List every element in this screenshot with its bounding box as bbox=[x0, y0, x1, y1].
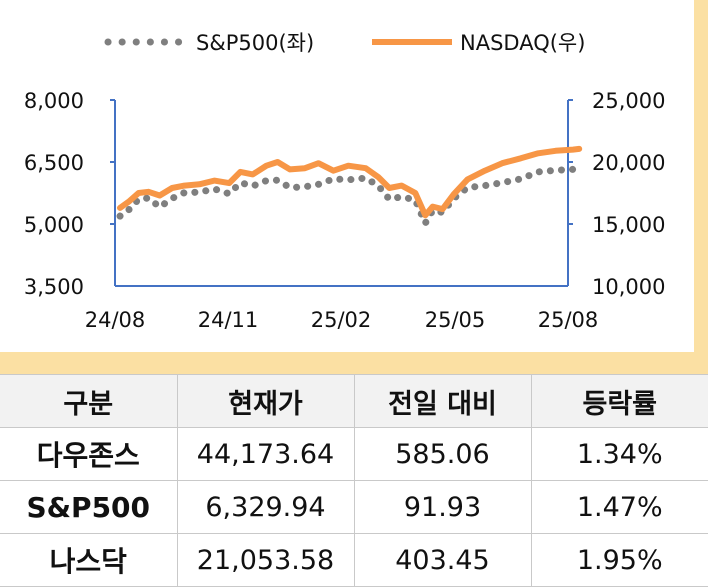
index-line-chart: S&P500(좌) NASDAQ(우) 8,000 6,500 5,000 3,… bbox=[0, 0, 708, 352]
right-axis-tick-label: 10,000 bbox=[592, 275, 665, 299]
table-row: 다우존스 44,173.64 585.06 1.34% bbox=[0, 428, 708, 481]
change-rate-cell: 1.95% bbox=[531, 534, 708, 587]
right-axis-tick-label: 15,000 bbox=[592, 213, 665, 237]
section-divider-band bbox=[0, 352, 708, 374]
right-axis-tick-label: 20,000 bbox=[592, 151, 665, 175]
x-axis-tick-label: 25/05 bbox=[425, 308, 486, 332]
chart-panel: S&P500(좌) NASDAQ(우) 8,000 6,500 5,000 3,… bbox=[0, 0, 708, 352]
right-axis: 25,000 20,000 15,000 10,000 bbox=[568, 89, 665, 299]
left-axis-tick-label: 5,000 bbox=[24, 213, 84, 237]
table-row: 나스닥 21,053.58 403.45 1.95% bbox=[0, 534, 708, 587]
x-axis: 24/08 24/11 25/02 25/05 25/08 bbox=[85, 286, 599, 332]
change-cell: 91.93 bbox=[354, 481, 531, 534]
index-quote-table: 구분 현재가 전일 대비 등락률 다우존스 44,173.64 585.06 1… bbox=[0, 374, 708, 587]
left-axis-tick-label: 6,500 bbox=[24, 151, 84, 175]
current-price-cell: 6,329.94 bbox=[177, 481, 354, 534]
index-name-cell: 나스닥 bbox=[0, 534, 177, 587]
x-axis-tick-label: 25/08 bbox=[538, 308, 599, 332]
left-axis-tick-label: 3,500 bbox=[24, 275, 84, 299]
left-axis-tick-label: 8,000 bbox=[24, 89, 84, 113]
x-axis-tick-label: 24/11 bbox=[198, 308, 259, 332]
current-price-cell: 44,173.64 bbox=[177, 428, 354, 481]
column-header: 전일 대비 bbox=[354, 375, 531, 428]
change-rate-cell: 1.47% bbox=[531, 481, 708, 534]
legend-label-nasdaq: NASDAQ(우) bbox=[460, 31, 585, 55]
change-rate-cell: 1.34% bbox=[531, 428, 708, 481]
index-name-cell: S&P500 bbox=[0, 481, 177, 534]
change-cell: 403.45 bbox=[354, 534, 531, 587]
series-line-sp500 bbox=[120, 169, 579, 223]
right-axis-tick-label: 25,000 bbox=[592, 89, 665, 113]
table-row: S&P500 6,329.94 91.93 1.47% bbox=[0, 481, 708, 534]
table-header-row: 구분 현재가 전일 대비 등락률 bbox=[0, 375, 708, 428]
plot-area bbox=[120, 149, 579, 224]
x-axis-tick-label: 24/08 bbox=[85, 308, 146, 332]
index-name-cell: 다우존스 bbox=[0, 428, 177, 481]
column-header: 구분 bbox=[0, 375, 177, 428]
x-axis-tick-label: 25/02 bbox=[311, 308, 372, 332]
left-axis: 8,000 6,500 5,000 3,500 bbox=[24, 89, 115, 299]
change-cell: 585.06 bbox=[354, 428, 531, 481]
column-header: 등락률 bbox=[531, 375, 708, 428]
column-header: 현재가 bbox=[177, 375, 354, 428]
legend-label-sp500: S&P500(좌) bbox=[196, 31, 314, 55]
legend: S&P500(좌) NASDAQ(우) bbox=[108, 31, 585, 55]
current-price-cell: 21,053.58 bbox=[177, 534, 354, 587]
